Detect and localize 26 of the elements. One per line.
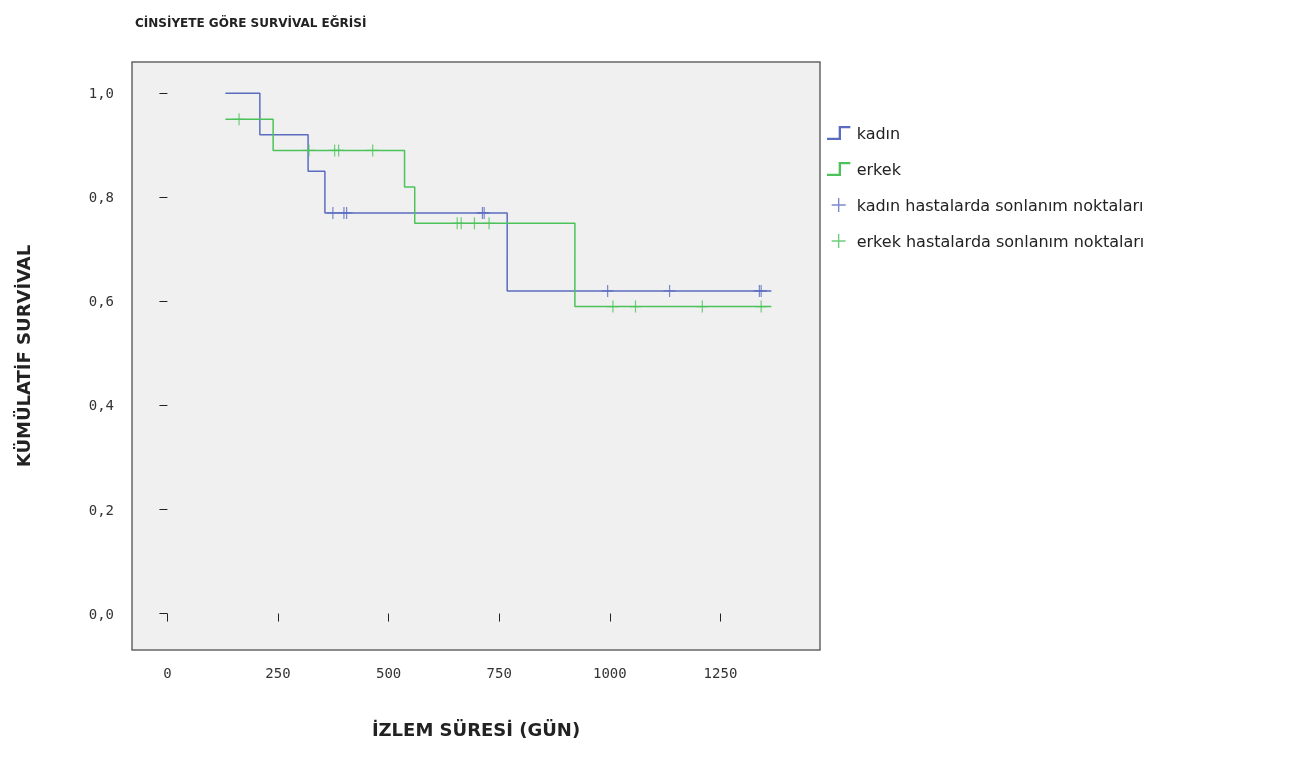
- y-tick-label: 0,0: [88, 605, 114, 622]
- x-axis-title: İZLEM SÜRESİ (GÜN): [371, 718, 581, 740]
- chart-title: CİNSİYETE GÖRE SURVİVAL EĞRİSİ: [135, 15, 367, 30]
- x-tick-label: 750: [486, 665, 512, 681]
- point: [601, 284, 614, 297]
- point: [483, 217, 496, 230]
- y-tick-label: 0,8: [88, 189, 114, 206]
- x-tick-label: 0: [163, 665, 172, 681]
- point: [302, 144, 315, 157]
- y-tick-label: 0,2: [88, 501, 114, 518]
- legend-label: erkek hastalarda sonlanım noktaları: [856, 231, 1145, 251]
- y-tick-label: 1,0: [88, 85, 114, 102]
- y-tick-label: 0,6: [88, 293, 114, 310]
- legend-label: kadın hastalarda sonlanım noktaları: [856, 195, 1144, 215]
- point: [606, 300, 619, 313]
- y-tick-label: 0,4: [88, 397, 114, 414]
- x-tick-label: 500: [375, 665, 402, 681]
- x-tick-label: 1000: [592, 665, 627, 681]
- legend-label: kadın: [856, 123, 901, 143]
- x-tick-label: 250: [265, 665, 291, 681]
- legend-label: erkek: [856, 159, 902, 179]
- point: [326, 206, 339, 219]
- x-tick-label: 1250: [703, 665, 738, 681]
- point: [663, 284, 676, 297]
- y-axis-title: KÜMÜLATİF SURVİVAL: [12, 244, 34, 468]
- point: [233, 113, 246, 126]
